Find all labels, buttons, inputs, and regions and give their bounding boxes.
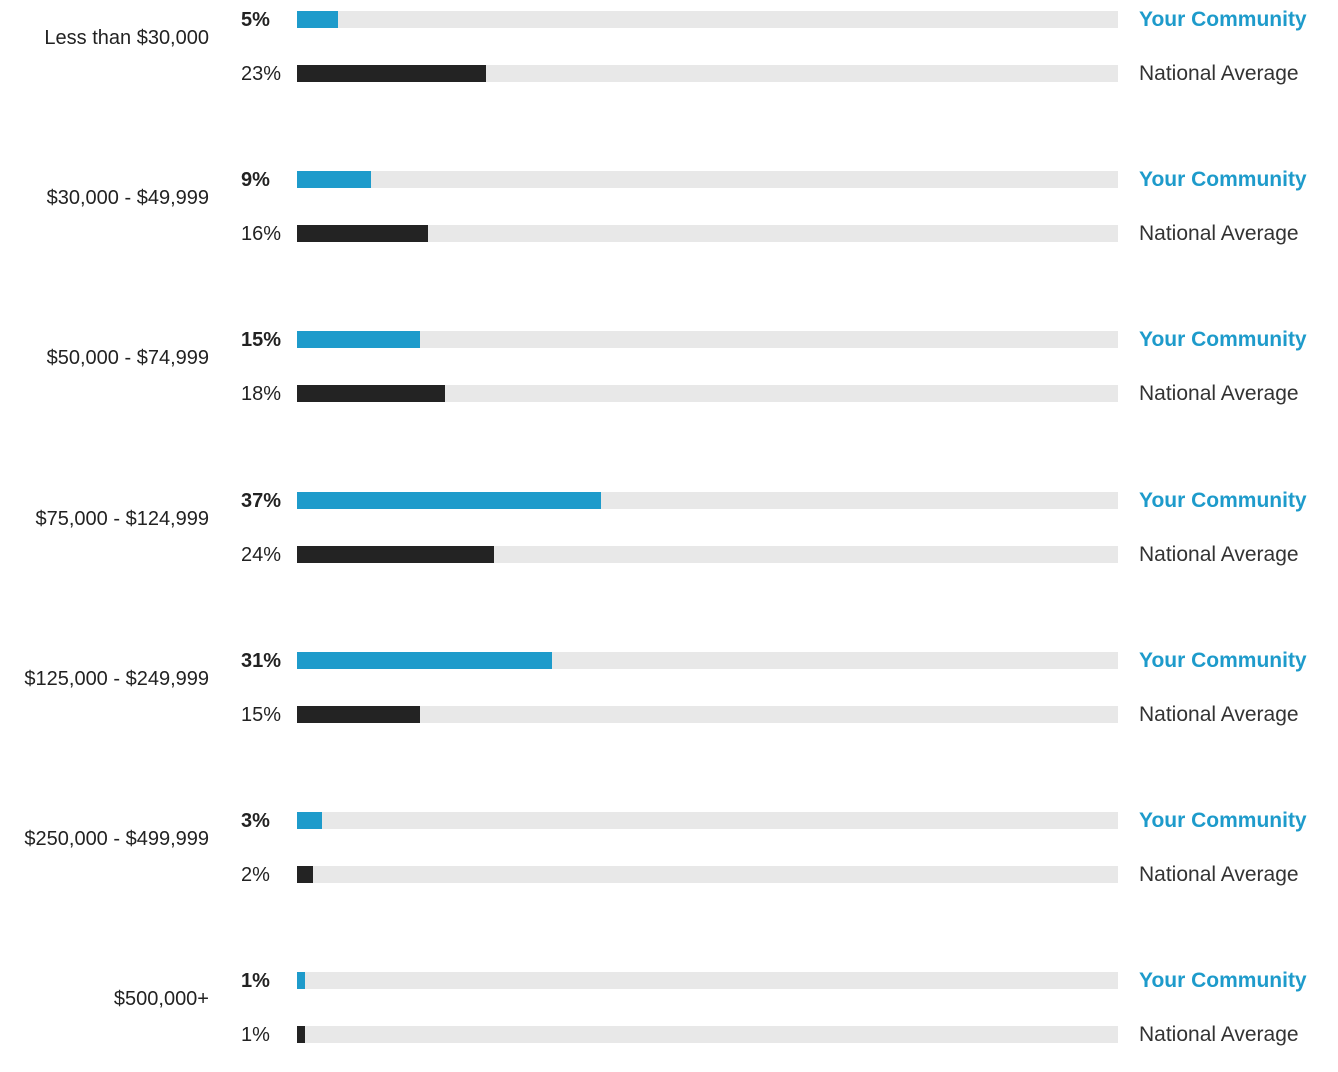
bar-row-national-average: 16% National Average xyxy=(0,219,1338,249)
bar-row-your-community: 1% Your Community xyxy=(0,966,1338,996)
data-label: 18% xyxy=(241,383,282,406)
bar-row-national-average: 1% National Average xyxy=(0,1020,1338,1050)
category-label: $125,000 - $249,999 xyxy=(24,667,209,690)
bar-track xyxy=(297,331,1118,349)
bar-your-community xyxy=(297,972,306,990)
bar-track xyxy=(297,171,1118,189)
bar-track xyxy=(297,491,1118,509)
data-label: 2% xyxy=(241,864,270,886)
bar-national-average xyxy=(297,65,486,82)
series-label: National Average xyxy=(1139,222,1299,246)
series-label: National Average xyxy=(1139,863,1299,886)
bar-track xyxy=(297,385,1118,403)
bar-track xyxy=(297,651,1118,669)
bar-row-your-community: 37% Your Community xyxy=(0,486,1338,516)
bar-row-national-average: 2% National Average xyxy=(0,860,1338,890)
data-label: 3% xyxy=(241,810,270,832)
category-group-250-000-499-999: $250,000 - $499,999 3% Your Community 2% Nat… xyxy=(0,806,1338,912)
data-label: 1% xyxy=(241,1024,270,1047)
income-distribution-chart: Less than $30,000 5% Your Community 23% Nati… xyxy=(0,5,1338,1046)
category-group-75-000-124-999: $75,000 - $124,999 37% Your Community 24% Na… xyxy=(0,486,1338,592)
bar-track xyxy=(297,812,1118,829)
data-label: 1% xyxy=(241,970,270,993)
bar-row-your-community: 3% Your Community xyxy=(0,806,1338,836)
series-label: Your Community xyxy=(1139,168,1307,192)
bar-national-average xyxy=(297,385,445,403)
bar-row-your-community: 9% Your Community xyxy=(0,165,1338,195)
category-label: $50,000 - $74,999 xyxy=(46,347,209,370)
category-group-500-000: $500,000+ 1% Your Community 1% National Aver… xyxy=(0,966,1338,1072)
data-label: 15% xyxy=(241,329,282,352)
data-label: 24% xyxy=(241,543,282,566)
bar-national-average xyxy=(297,1026,306,1044)
series-label: Your Community xyxy=(1139,809,1307,832)
category-label: $75,000 - $124,999 xyxy=(35,507,210,530)
bar-your-community xyxy=(297,11,339,28)
series-label: Your Community xyxy=(1139,488,1307,512)
bar-track xyxy=(297,545,1118,563)
bar-your-community xyxy=(297,491,601,509)
bar-your-community xyxy=(297,812,322,829)
bar-track xyxy=(297,65,1118,82)
category-group-less-than-30-000: Less than $30,000 5% Your Community 23% Nati… xyxy=(0,5,1338,111)
bar-your-community xyxy=(297,651,552,669)
bar-national-average xyxy=(297,705,421,723)
bar-row-national-average: 15% National Average xyxy=(0,700,1338,730)
data-label: 31% xyxy=(241,649,282,672)
series-label: National Average xyxy=(1139,702,1299,726)
category-label: Less than $30,000 xyxy=(44,27,209,49)
series-label: Your Community xyxy=(1139,969,1307,993)
bar-national-average xyxy=(297,225,429,243)
category-group-30-000-49-999: $30,000 - $49,999 9% Your Community 16% Nati… xyxy=(0,165,1338,271)
category-label: $500,000+ xyxy=(113,988,209,1011)
category-group-125-000-249-999: $125,000 - $249,999 31% Your Community 15% N… xyxy=(0,646,1338,752)
category-label: $30,000 - $49,999 xyxy=(46,187,209,210)
bar-track xyxy=(297,225,1118,243)
bar-track xyxy=(297,866,1118,883)
bar-track xyxy=(297,1026,1118,1044)
series-label: National Average xyxy=(1139,1023,1299,1047)
bar-row-your-community: 5% Your Community xyxy=(0,5,1338,35)
bar-your-community xyxy=(297,171,371,189)
series-label: National Average xyxy=(1139,62,1299,85)
series-label: Your Community xyxy=(1139,648,1307,672)
bar-track xyxy=(297,972,1118,990)
series-label: Your Community xyxy=(1139,328,1307,352)
data-label: 37% xyxy=(241,489,282,512)
series-label: National Average xyxy=(1139,382,1299,406)
category-label: $250,000 - $499,999 xyxy=(24,828,209,850)
series-label: Your Community xyxy=(1139,8,1307,31)
data-label: 9% xyxy=(241,169,270,192)
bar-track xyxy=(297,11,1118,28)
series-label: National Average xyxy=(1139,542,1299,566)
data-label: 15% xyxy=(241,703,282,726)
data-label: 5% xyxy=(241,9,270,31)
bar-row-your-community: 31% Your Community xyxy=(0,646,1338,676)
category-group-50-000-74-999: $50,000 - $74,999 15% Your Community 18% Nat… xyxy=(0,325,1338,431)
data-label: 16% xyxy=(241,223,282,246)
bar-row-your-community: 15% Your Community xyxy=(0,325,1338,355)
bar-row-national-average: 24% National Average xyxy=(0,540,1338,570)
bar-your-community xyxy=(297,331,421,349)
bar-row-national-average: 23% National Average xyxy=(0,59,1338,89)
bar-national-average xyxy=(297,545,495,563)
data-label: 23% xyxy=(241,63,282,85)
bar-row-national-average: 18% National Average xyxy=(0,379,1338,409)
bar-national-average xyxy=(297,866,314,883)
bar-track xyxy=(297,705,1118,723)
